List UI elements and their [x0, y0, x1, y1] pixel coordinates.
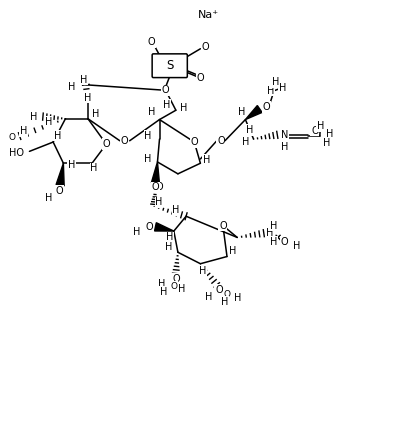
Text: H: H — [221, 297, 229, 307]
Text: H: H — [166, 232, 173, 243]
Text: H: H — [144, 153, 151, 164]
Text: H: H — [323, 138, 330, 148]
Text: O: O — [223, 290, 231, 299]
Text: O: O — [121, 136, 128, 146]
Polygon shape — [245, 106, 262, 120]
Polygon shape — [151, 162, 160, 184]
Text: H: H — [199, 266, 206, 276]
Text: H: H — [178, 284, 186, 294]
Text: H: H — [68, 82, 75, 92]
Text: O: O — [202, 42, 209, 52]
Text: H: H — [45, 117, 53, 127]
Text: O: O — [191, 137, 198, 147]
Text: H: H — [242, 137, 249, 148]
Text: O: O — [281, 237, 288, 247]
Text: O: O — [215, 285, 222, 295]
Text: H: H — [293, 241, 300, 251]
Text: H: H — [281, 142, 288, 152]
Text: O: O — [103, 139, 110, 149]
Text: H: H — [68, 160, 75, 170]
Text: H: H — [133, 227, 141, 237]
Text: H: H — [158, 279, 165, 289]
Text: H: H — [266, 228, 274, 238]
Text: H: H — [317, 121, 324, 131]
Text: H: H — [155, 197, 163, 207]
Text: H: H — [144, 131, 152, 141]
Text: O: O — [148, 37, 155, 47]
Text: O: O — [219, 220, 227, 231]
Text: H: H — [54, 131, 61, 141]
Text: S: S — [166, 59, 173, 72]
Text: HO: HO — [9, 148, 24, 158]
Text: Na⁺: Na⁺ — [198, 10, 219, 20]
Text: H: H — [272, 77, 280, 87]
Text: H: H — [172, 205, 180, 215]
FancyBboxPatch shape — [152, 54, 187, 78]
Text: O: O — [197, 73, 204, 84]
Text: H: H — [246, 125, 253, 135]
Text: H: H — [270, 237, 277, 247]
Polygon shape — [56, 163, 64, 186]
Text: O: O — [146, 222, 153, 232]
Text: H: H — [180, 103, 187, 113]
Text: H: H — [234, 293, 241, 303]
Text: H: H — [163, 100, 171, 110]
Text: O: O — [152, 182, 159, 192]
Text: O: O — [311, 126, 319, 136]
Text: O: O — [170, 282, 178, 291]
Text: H: H — [203, 155, 210, 165]
Text: H: H — [267, 86, 274, 96]
Text: H: H — [229, 246, 237, 257]
Text: H: H — [80, 75, 88, 85]
Text: N: N — [281, 130, 288, 140]
Text: H: H — [92, 109, 100, 119]
Text: O: O — [263, 102, 270, 112]
Polygon shape — [155, 223, 174, 231]
Text: H: H — [84, 92, 92, 103]
Text: H: H — [165, 242, 173, 252]
Text: H: H — [205, 292, 212, 302]
Text: O: O — [156, 182, 163, 192]
Text: H: H — [160, 287, 167, 297]
Text: H: H — [279, 83, 286, 93]
Text: H: H — [30, 112, 37, 122]
Text: O: O — [217, 136, 225, 146]
Text: O: O — [56, 186, 63, 196]
Text: H: H — [90, 163, 98, 173]
Text: H: H — [45, 193, 53, 204]
Text: O: O — [162, 85, 169, 95]
Text: H: H — [238, 107, 245, 117]
Text: O: O — [172, 273, 180, 284]
Text: H: H — [20, 126, 27, 137]
Text: O: O — [9, 133, 16, 142]
Text: H: H — [270, 220, 277, 231]
Text: H: H — [148, 107, 156, 117]
Text: H: H — [326, 129, 333, 139]
